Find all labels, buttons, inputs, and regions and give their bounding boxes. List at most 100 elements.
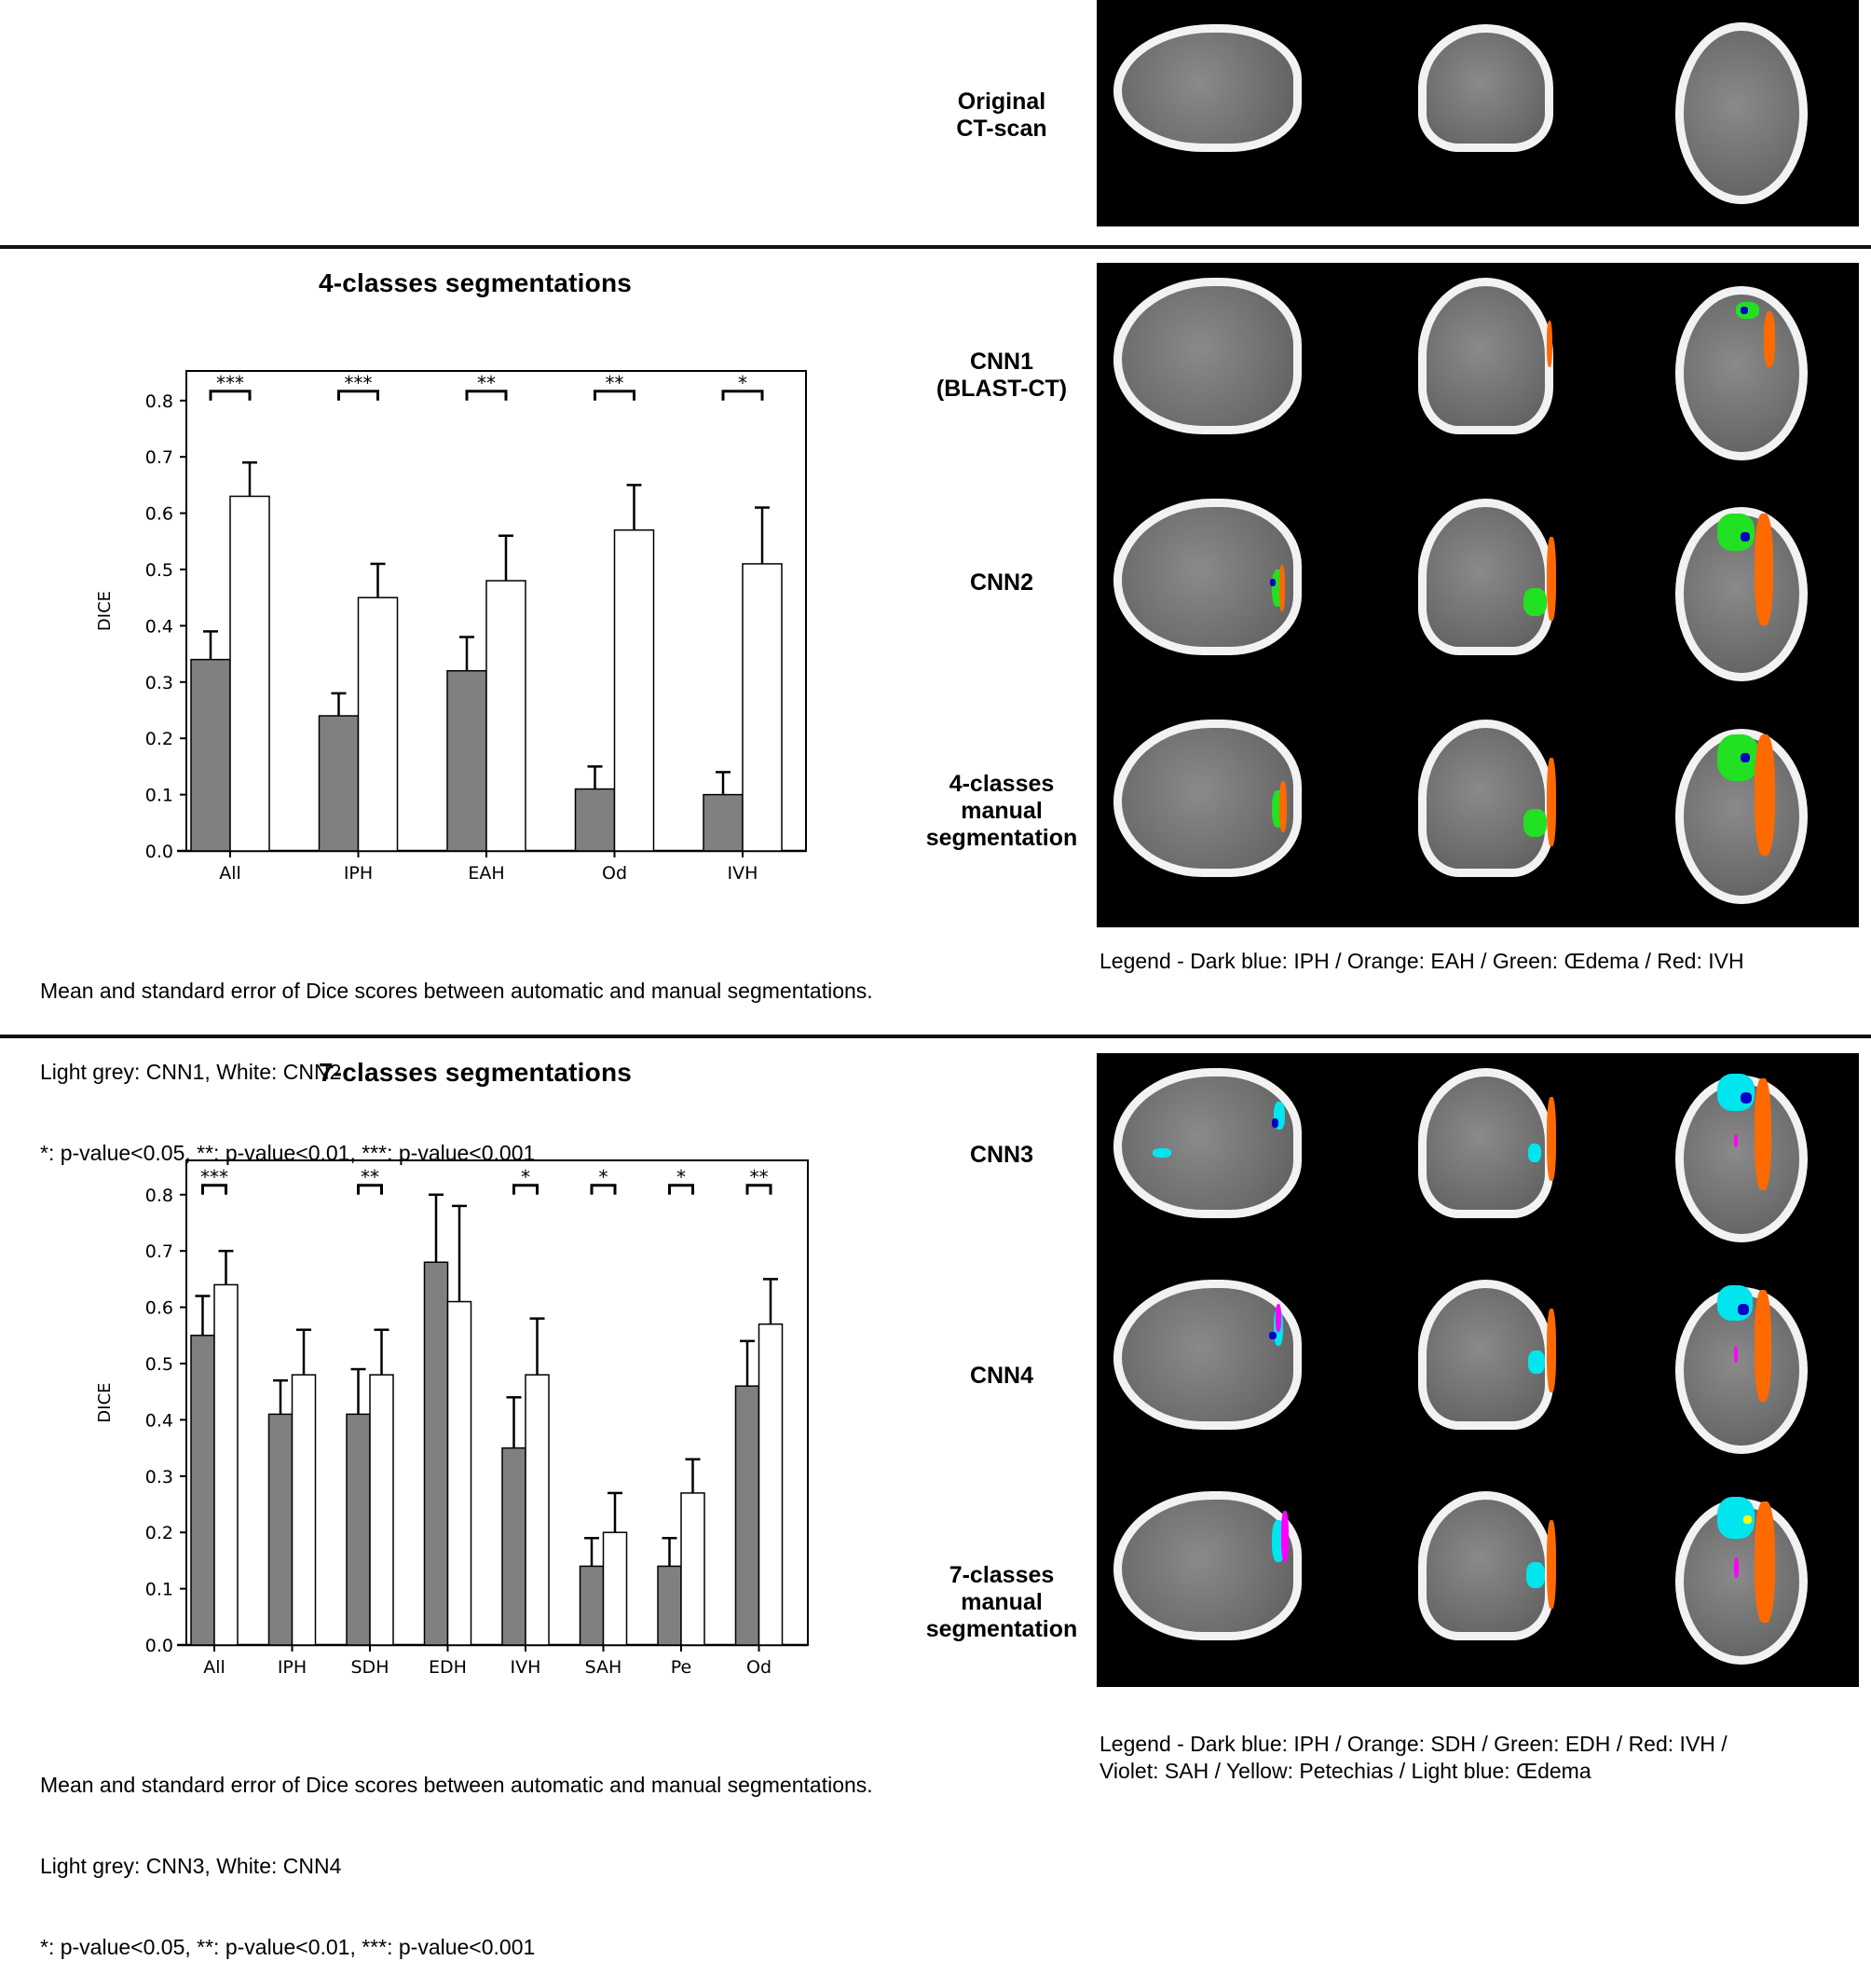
chart-4class-dice: 0.0 0.1 0.2 0.3 0.4 0.5 0.6 0.7 0.8 DICE All *** IPH… (0, 354, 839, 885)
segmentation-region (1734, 1346, 1738, 1363)
ct-slice-coronal (1360, 1478, 1621, 1685)
segmentation-region (1717, 734, 1759, 781)
x-tick-label: SAH (585, 1657, 622, 1678)
skull-outline (1113, 1068, 1302, 1218)
skull-outline (1417, 24, 1554, 152)
ct-slice-axial (1624, 0, 1859, 226)
bar-group: IVH * (501, 1166, 550, 1678)
y-tick-label: 0.0 (145, 1636, 173, 1656)
segmentation-region (1755, 1290, 1771, 1402)
bar (318, 715, 360, 852)
y-tick-label: 0.6 (145, 1298, 173, 1319)
segmentation-region (1547, 1097, 1556, 1181)
segmentation-region (1741, 532, 1750, 542)
significance-bracket (590, 1184, 617, 1195)
row-label-line: manual (961, 798, 1043, 824)
segmentation-region (1523, 588, 1547, 616)
segmentation-region (1523, 809, 1547, 837)
segmentation-region (1547, 321, 1552, 367)
significance-bracket (745, 1184, 772, 1195)
row-label-line: CNN1 (969, 349, 1034, 375)
row-label-line: 4-classes (949, 771, 1055, 797)
section-divider (0, 1035, 1871, 1038)
row-label-line: (BLAST-CT) (936, 376, 1068, 402)
bar (579, 1565, 605, 1646)
skull-outline (1417, 278, 1554, 434)
row-label-line: CNN3 (969, 1142, 1034, 1168)
segmentation-region (1743, 1515, 1752, 1524)
segmentation-region (1764, 311, 1775, 367)
ct-slice-sagittal (1097, 11, 1358, 188)
y-axis-label: DICE (95, 591, 115, 631)
row-label-4class-manual: 4-classes manual segmentation (908, 771, 1095, 852)
caption-line: Mean and standard error of Dice scores b… (40, 1773, 873, 1797)
ct-slice-coronal (1360, 486, 1621, 703)
bar-group: Od ** (574, 372, 655, 884)
segmentation-region (1717, 1285, 1753, 1321)
legend-line: Violet: SAH / Yellow: Petechias / Light … (1099, 1759, 1591, 1783)
section-divider (0, 245, 1871, 249)
bar (190, 1335, 215, 1646)
segmentation-region (1547, 537, 1556, 621)
ct-slice-coronal (1360, 1055, 1621, 1263)
x-tick-label: Pe (671, 1657, 691, 1678)
row-label-line: CT-scan (956, 116, 1047, 142)
row-label-original-ct: Original CT-scan (908, 89, 1095, 143)
segmentation-region (1755, 1501, 1775, 1623)
y-tick-label: 0.5 (145, 1354, 173, 1375)
original-ct-panel (1097, 0, 1859, 226)
ct-slice-axial (1624, 1478, 1859, 1685)
bar-group: EAH ** (446, 372, 526, 884)
caption-line: Mean and standard error of Dice scores b… (40, 979, 873, 1003)
row-label-line: manual (961, 1589, 1043, 1615)
row-label-line: CNN4 (969, 1363, 1034, 1389)
segmentation-region (1717, 514, 1755, 551)
caption-line: Light grey: CNN1, White: CNN2 (40, 1060, 342, 1084)
segmentation-panel-4class (1097, 263, 1859, 927)
bar (734, 1385, 760, 1646)
bar-group: All *** (190, 372, 270, 884)
ct-slice-sagittal (1097, 486, 1358, 703)
segmentation-region (1755, 1078, 1771, 1190)
ct-slice-sagittal (1097, 706, 1358, 925)
segmentation-region (1547, 1309, 1556, 1392)
significance-bracket (357, 1184, 383, 1195)
x-tick-label: IVH (728, 863, 758, 884)
ct-slice-axial (1624, 265, 1859, 482)
y-tick-label: 0.3 (145, 1467, 173, 1488)
significance-label: ** (477, 372, 496, 394)
bar (680, 1492, 705, 1646)
y-tick-label: 0.4 (145, 616, 173, 637)
x-tick-label: EDH (429, 1657, 467, 1678)
significance-bracket (465, 390, 508, 401)
ct-slice-axial (1624, 486, 1859, 703)
segmentation-region (1528, 1350, 1545, 1374)
legend-line: Legend - Dark blue: IPH / Orange: SDH / … (1099, 1732, 1728, 1756)
significance-label: ** (750, 1166, 769, 1188)
ct-slice-sagittal (1097, 1478, 1358, 1685)
significance-bracket (209, 390, 252, 401)
bar (758, 1323, 784, 1646)
x-tick-label: EAH (468, 863, 504, 884)
bar (213, 1283, 239, 1646)
bar (346, 1413, 371, 1646)
segmentation-region (1738, 1304, 1749, 1315)
bar-group: IPH *** (318, 372, 399, 884)
segmentation-region (1528, 1144, 1541, 1162)
ct-slice-axial (1624, 1055, 1859, 1263)
significance-label: * (521, 1166, 530, 1188)
bar (742, 563, 783, 852)
ct-slice-coronal (1360, 1267, 1621, 1474)
significance-label: *** (200, 1166, 228, 1188)
bar (501, 1446, 526, 1646)
segmentation-region (1755, 514, 1773, 625)
row-label-line: segmentation (925, 1616, 1078, 1642)
ct-slice-sagittal (1097, 1055, 1358, 1263)
row-label-cnn2: CNN2 (908, 569, 1095, 596)
x-tick-label: IVH (511, 1657, 541, 1678)
segmentation-region (1741, 753, 1750, 762)
y-tick-label: 0.1 (145, 786, 173, 806)
segmentation-region (1734, 1557, 1739, 1578)
bar (423, 1261, 449, 1646)
skull-outline (1113, 720, 1302, 878)
